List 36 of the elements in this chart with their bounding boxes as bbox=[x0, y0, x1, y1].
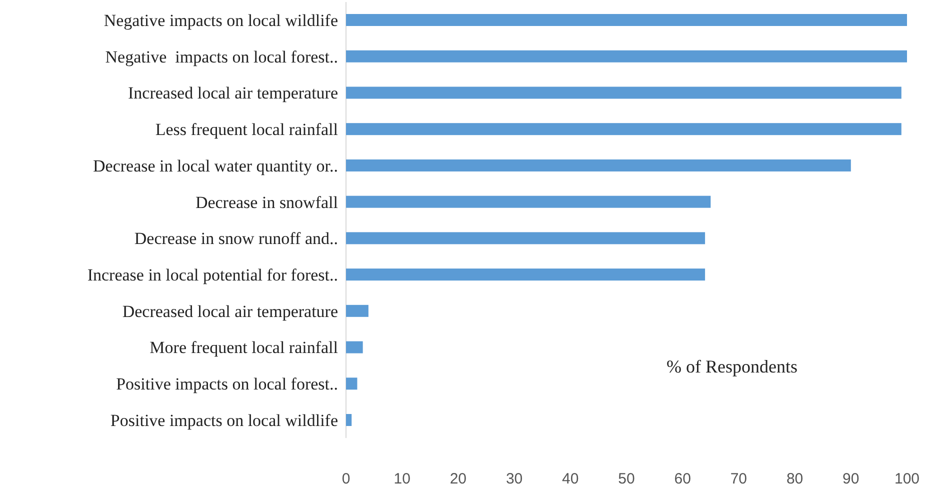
x-tick-label: 90 bbox=[842, 470, 860, 488]
bar bbox=[346, 50, 907, 62]
y-tick-label: Negative impacts on local wildlife bbox=[104, 10, 338, 30]
bar bbox=[346, 123, 902, 136]
y-tick-label: Less frequent local rainfall bbox=[155, 120, 338, 140]
bar bbox=[346, 86, 902, 99]
x-tick-label: 40 bbox=[562, 470, 579, 488]
y-tick-label: Decrease in snowfall bbox=[195, 192, 338, 212]
bar bbox=[346, 196, 711, 208]
x-tick-label: 100 bbox=[894, 470, 920, 488]
x-tick-label: 70 bbox=[730, 470, 748, 488]
bar bbox=[346, 378, 358, 390]
y-tick-label: Increased local air temperature bbox=[128, 84, 338, 103]
y-tick-label: More frequent local rainfall bbox=[150, 338, 338, 358]
x-axis-title: % of Respondents bbox=[666, 356, 798, 376]
bar bbox=[346, 14, 907, 26]
x-tick-label: 0 bbox=[342, 470, 350, 488]
y-tick-label: Positive impacts on local wildlife bbox=[110, 410, 338, 430]
y-tick-label: Negative impacts on local forest.. bbox=[105, 47, 338, 66]
x-tick-label: 80 bbox=[786, 470, 804, 488]
bar bbox=[346, 304, 368, 317]
y-tick-label: Decrease in snow runoff and.. bbox=[134, 229, 338, 248]
bar bbox=[346, 268, 706, 281]
x-tick-label: 50 bbox=[618, 470, 635, 488]
bar bbox=[346, 159, 851, 172]
y-tick-label: Positive impacts on local forest.. bbox=[116, 374, 338, 394]
x-tick-label: 20 bbox=[450, 470, 467, 488]
bar bbox=[346, 232, 706, 244]
y-tick-label: Decreased local air temperature bbox=[122, 302, 338, 321]
x-tick-label: 60 bbox=[674, 470, 691, 488]
y-tick-label: Decrease in local water quantity or.. bbox=[93, 156, 338, 176]
x-tick-label: 30 bbox=[506, 470, 523, 488]
bar bbox=[346, 341, 363, 354]
bar bbox=[346, 414, 352, 426]
x-tick-label: 10 bbox=[394, 470, 410, 488]
y-tick-label: Increase in local potential for forest.. bbox=[87, 265, 338, 284]
